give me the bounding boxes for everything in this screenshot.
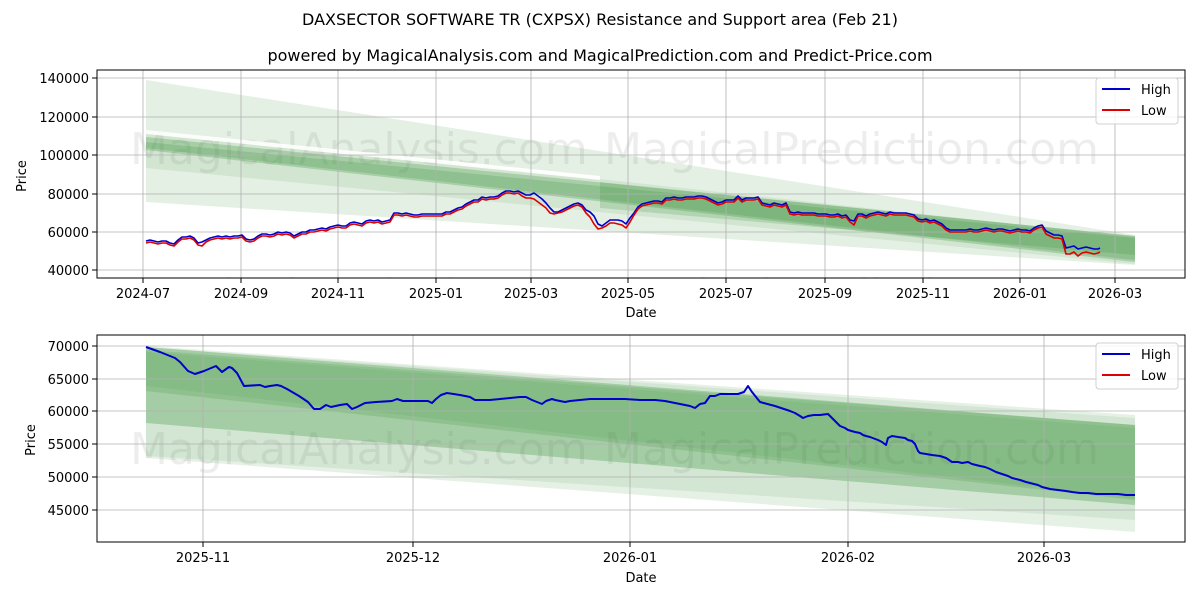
svg-text:70000: 70000 [48,340,89,355]
svg-text:80000: 80000 [48,188,89,203]
legend-low-label-bottom: Low [1141,369,1167,384]
series-high-bottom [145,346,1135,496]
legend-low-label: Low [1141,104,1167,119]
top-plot: MagicalAnalysis.com MagicalPrediction.co… [15,69,1186,321]
svg-text:50000: 50000 [48,471,89,486]
bottom-plot: MagicalAnalysis.com MagicalPrediction.co… [24,334,1186,586]
watermark-magicalanalysis-bottom: MagicalAnalysis.com [130,424,588,475]
svg-text:2026-01: 2026-01 [603,551,657,566]
watermark-magicalprediction-top: MagicalPrediction.com [604,124,1099,175]
svg-text:40000: 40000 [48,264,89,279]
svg-text:2025-01: 2025-01 [409,287,463,302]
resistance-support-bands-top [146,80,1135,265]
bottom-y-axis-label: Price [24,424,39,456]
svg-text:2026-03: 2026-03 [1088,287,1142,302]
top-legend: High Low [1095,77,1179,125]
top-x-axis-label: Date [625,306,656,321]
bottom-legend: High Low [1095,342,1179,390]
svg-text:2025-11: 2025-11 [896,287,950,302]
svg-text:2026-02: 2026-02 [821,551,875,566]
svg-text:2026-03: 2026-03 [1017,551,1071,566]
grid-bottom [97,335,1185,542]
svg-text:2025-11: 2025-11 [176,551,230,566]
top-y-ticks: 40000 60000 80000 100000 120000 140000 [39,72,97,279]
svg-text:2024-07: 2024-07 [116,287,170,302]
svg-text:2025-03: 2025-03 [504,287,558,302]
bottom-x-axis-label: Date [625,571,656,586]
legend-high-label-bottom: High [1141,348,1171,363]
bottom-y-ticks: 45000 50000 55000 60000 65000 70000 [48,340,97,519]
chart-title: DAXSECTOR SOFTWARE TR (CXPSX) Resistance… [302,10,898,29]
watermark-magicalprediction-top-2: MagicalPrediction.com [604,270,1099,321]
svg-text:55000: 55000 [48,438,89,453]
series-low-top [145,192,1101,257]
svg-text:65000: 65000 [48,373,89,388]
svg-text:2025-12: 2025-12 [386,551,440,566]
svg-text:2024-09: 2024-09 [214,287,268,302]
svg-text:2025-05: 2025-05 [601,287,655,302]
svg-text:45000: 45000 [48,504,89,519]
watermark-magicalprediction-bottom: MagicalPrediction.com [604,424,1099,475]
watermark-magicalanalysis-top: MagicalAnalysis.com [130,124,588,175]
svg-text:120000: 120000 [39,111,89,126]
series-high-top [145,190,1101,250]
svg-text:2026-01: 2026-01 [993,287,1047,302]
svg-text:60000: 60000 [48,226,89,241]
chart-subtitle: powered by MagicalAnalysis.com and Magic… [267,46,933,65]
bottom-axes-frame [96,334,1186,543]
legend-high-label: High [1141,83,1171,98]
svg-text:2024-11: 2024-11 [311,287,365,302]
top-x-ticks: 2024-07 2024-09 2024-11 2025-01 2025-03 … [116,278,1142,302]
resistance-support-bands-bottom [146,346,1135,532]
top-axes-frame [96,69,1186,279]
svg-text:140000: 140000 [39,72,89,87]
watermark-magicalanalysis-top-2: MagicalAnalysis.com [130,270,588,321]
svg-text:2025-07: 2025-07 [699,287,753,302]
svg-text:60000: 60000 [48,405,89,420]
top-y-axis-label: Price [15,160,30,192]
svg-text:100000: 100000 [39,149,89,164]
bottom-x-ticks: 2025-11 2025-12 2026-01 2026-02 2026-03 [176,542,1071,566]
svg-text:2025-09: 2025-09 [798,287,852,302]
